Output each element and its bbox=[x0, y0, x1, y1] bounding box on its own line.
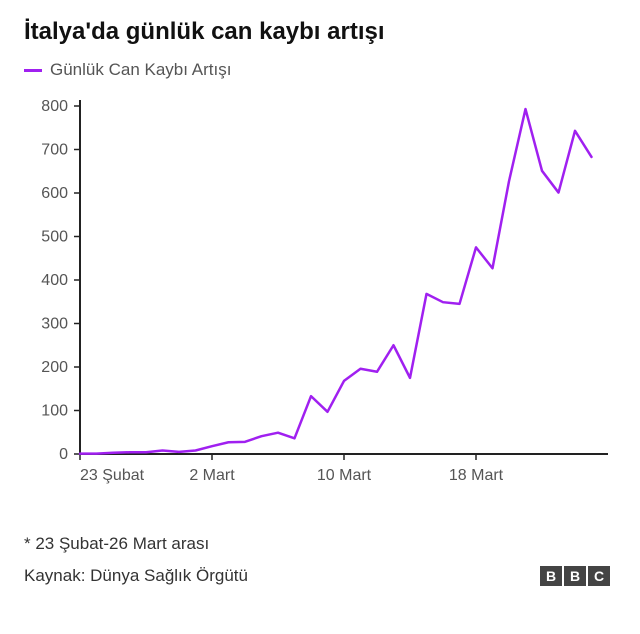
y-tick-label: 400 bbox=[41, 272, 68, 289]
line-chart: 0 100 200 300 400 500 600 700 800 23 Şubat 2 Mart 1… bbox=[24, 86, 616, 506]
y-tick-label: 800 bbox=[41, 98, 68, 115]
x-tick-label: 2 Mart bbox=[189, 467, 235, 484]
x-tick-label: 18 Mart bbox=[449, 467, 504, 484]
legend-swatch bbox=[24, 69, 42, 72]
bbc-b1: B bbox=[540, 566, 562, 586]
bbc-b2: B bbox=[564, 566, 586, 586]
y-tick-label: 700 bbox=[41, 142, 68, 159]
data-line bbox=[80, 109, 592, 454]
source-prefix: Kaynak: bbox=[24, 566, 90, 585]
source-text: Dünya Sağlık Örgütü bbox=[90, 566, 248, 585]
chart-title: İtalya'da günlük can kaybı artışı bbox=[24, 18, 616, 46]
y-tick-label: 0 bbox=[59, 446, 68, 463]
bbc-logo: B B C bbox=[540, 566, 610, 586]
y-tick-label: 200 bbox=[41, 359, 68, 376]
bbc-c: C bbox=[588, 566, 610, 586]
source-line: Kaynak: Dünya Sağlık Örgütü bbox=[24, 566, 248, 586]
y-tick-label: 500 bbox=[41, 229, 68, 246]
x-tick-label: 10 Mart bbox=[317, 467, 372, 484]
y-tick-label: 600 bbox=[41, 185, 68, 202]
footnote: * 23 Şubat-26 Mart arası bbox=[24, 534, 616, 554]
x-tick-label: 23 Şubat bbox=[80, 467, 145, 484]
legend: Günlük Can Kaybı Artışı bbox=[24, 60, 616, 80]
y-tick-label: 300 bbox=[41, 316, 68, 333]
legend-label: Günlük Can Kaybı Artışı bbox=[50, 60, 231, 80]
y-tick-label: 100 bbox=[41, 403, 68, 420]
